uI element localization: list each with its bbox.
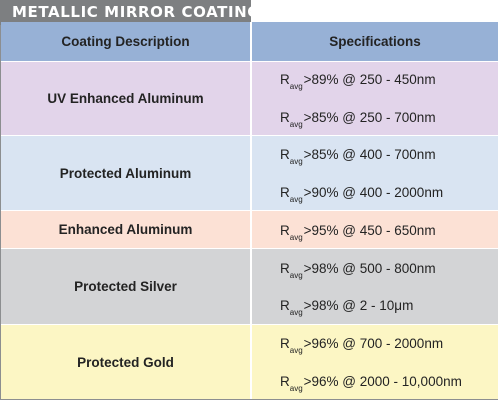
spec-line: Ravg>89% @ 250 - 450nm xyxy=(280,72,436,91)
spec-value: >96% @ 2000 - 10,000nm xyxy=(303,374,462,389)
spec-subscript: avg xyxy=(289,157,303,166)
spec-line: Ravg>85% @ 400 - 700nm xyxy=(280,147,436,166)
table-row: Protected Gold xyxy=(1,325,498,399)
table-row: UV Enhanced Aluminum xyxy=(1,62,498,135)
spec-symbol: R xyxy=(280,261,290,276)
spec-subscript: avg xyxy=(289,384,303,393)
table-row: Enhanced Aluminum xyxy=(1,211,498,248)
spec-line: Ravg>96% @ 2000 - 10,000nm xyxy=(280,374,462,393)
coating-name: Protected Aluminum xyxy=(59,165,192,181)
header-specifications: Specifications xyxy=(329,34,421,49)
table-row: Protected Silver xyxy=(1,249,498,324)
spec-line: Ravg>90% @ 400 - 2000nm xyxy=(280,185,444,204)
coating-name: Enhanced Aluminum xyxy=(58,222,193,237)
table-row: Protected Aluminum xyxy=(1,136,498,210)
spec-value: >95% @ 450 - 650nm xyxy=(303,223,436,238)
row-divider xyxy=(1,210,498,211)
spec-line: Ravg>95% @ 450 - 650nm xyxy=(280,223,436,242)
row-divider xyxy=(1,135,498,136)
spec-line: Ravg>98% @ 2 - 10μm xyxy=(280,298,414,317)
spec-symbol: R xyxy=(280,72,290,87)
spec-line: Ravg>85% @ 250 - 700nm xyxy=(280,110,436,129)
spec-line: Ravg>98% @ 500 - 800nm xyxy=(280,261,436,280)
column-divider xyxy=(250,22,252,399)
row-divider xyxy=(1,61,498,62)
spec-subscript: avg xyxy=(289,120,303,129)
page-title: METALLIC MIRROR COATINGS xyxy=(12,3,272,21)
spec-symbol: R xyxy=(280,223,290,238)
coating-name: Protected Silver xyxy=(74,279,177,294)
spec-symbol: R xyxy=(280,336,290,351)
row-divider xyxy=(1,324,498,325)
spec-line: Ravg>96% @ 700 - 2000nm xyxy=(280,336,444,355)
spec-symbol: R xyxy=(280,298,290,313)
spec-subscript: avg xyxy=(289,271,303,280)
coating-name: Protected Gold xyxy=(77,354,174,370)
spec-value: >98% @ 500 - 800nm xyxy=(303,261,436,276)
spec-subscript: avg xyxy=(289,346,303,355)
spec-value: >90% @ 400 - 2000nm xyxy=(303,185,444,200)
spec-value: >85% @ 400 - 700nm xyxy=(303,147,436,162)
spec-value: >89% @ 250 - 450nm xyxy=(303,72,436,87)
spec-symbol: R xyxy=(280,147,290,162)
table-header: Coating Description Specifications xyxy=(1,22,498,61)
row-divider xyxy=(1,248,498,249)
spec-subscript: avg xyxy=(289,82,303,91)
spec-subscript: avg xyxy=(289,195,303,204)
spec-subscript: avg xyxy=(289,308,303,317)
title-bar: METALLIC MIRROR COATINGS xyxy=(0,0,271,25)
spec-symbol: R xyxy=(280,110,290,125)
spec-value: >85% @ 250 - 700nm xyxy=(303,110,436,125)
spec-symbol: R xyxy=(280,374,290,389)
header-coating-description: Coating Description xyxy=(61,34,190,49)
spec-symbol: R xyxy=(280,185,290,200)
spec-value: >98% @ 2 - 10μm xyxy=(303,298,414,313)
spec-value: >96% @ 700 - 2000nm xyxy=(303,336,444,351)
spec-subscript: avg xyxy=(289,233,303,242)
coating-name: UV Enhanced Aluminum xyxy=(47,91,204,106)
